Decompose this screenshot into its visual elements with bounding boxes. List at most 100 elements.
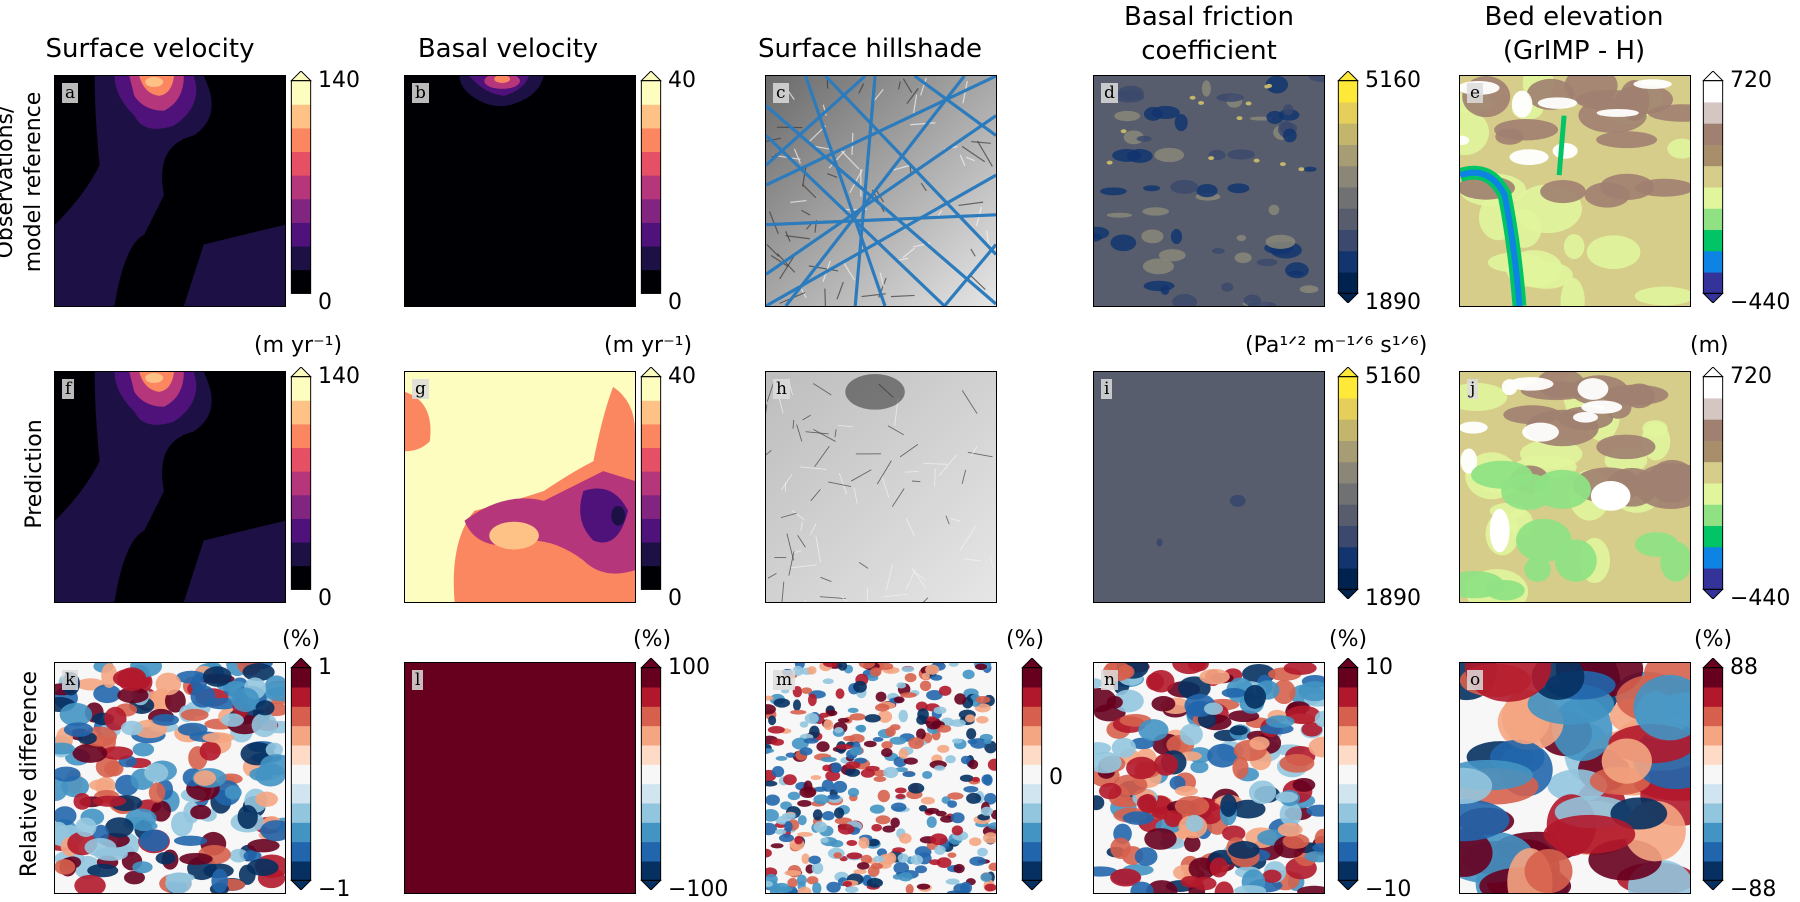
colorbar-segment — [641, 152, 660, 176]
panel-k: k — [54, 662, 286, 894]
colorbar-e — [1702, 71, 1724, 303]
panel-letter-e: e — [1467, 83, 1483, 103]
colorbar-segment — [1703, 822, 1722, 842]
colorbar-segment — [641, 495, 660, 519]
colorbar-segment — [291, 175, 310, 199]
panel-letter-l: l — [412, 670, 423, 690]
panel-l: l — [404, 662, 636, 894]
colorbar-segment — [641, 81, 660, 105]
colorbar-tick-min-l: −100 — [668, 878, 728, 902]
colorbar-segment — [1338, 784, 1357, 804]
colorbar-segment — [641, 448, 660, 472]
colorbar-tick-mid-m: 0 — [1049, 766, 1063, 790]
unit-label-j: (m) — [1690, 333, 1729, 359]
colorbar-segment — [641, 861, 660, 881]
colorbar-segment — [1022, 668, 1041, 688]
colorbar-tick-min-g: 0 — [668, 587, 682, 611]
field-image — [766, 372, 996, 602]
colorbar-segment — [641, 803, 660, 823]
colorbar-tick-min-j: −440 — [1730, 587, 1790, 611]
colorbar-segment — [641, 822, 660, 842]
panel-b: b — [404, 75, 636, 307]
colorbar-segment — [1022, 726, 1041, 746]
panel-letter-m: m — [773, 670, 795, 690]
colorbar-segment — [291, 668, 310, 688]
colorbar-segment — [641, 175, 660, 199]
panel-m: m — [765, 662, 997, 894]
colorbar-segment — [1338, 102, 1357, 124]
colorbar-segment — [1338, 706, 1357, 726]
unit-label-f: (m yr⁻¹) — [254, 333, 342, 359]
colorbar-segment — [1338, 81, 1357, 103]
panel-letter-o: o — [1467, 670, 1483, 690]
colorbar-segment — [1338, 272, 1357, 294]
colorbar-segment — [641, 199, 660, 223]
colorbar-segment — [641, 668, 660, 688]
colorbar-segment — [291, 81, 310, 105]
field-image — [405, 372, 635, 602]
colorbar-segment — [291, 377, 310, 401]
colorbar-extend-max — [1703, 71, 1722, 81]
colorbar-extend-max — [641, 367, 660, 377]
panel-letter-a: a — [62, 83, 78, 103]
colorbar-extend-max — [1338, 658, 1357, 668]
colorbar-segment — [1338, 547, 1357, 569]
colorbar-segment — [641, 784, 660, 804]
colorbar-segment — [291, 726, 310, 746]
unit-label-k: (%) — [282, 627, 320, 653]
colorbar-extend-max — [641, 71, 660, 81]
colorbar-segment — [1703, 784, 1722, 804]
colorbar-segment — [1022, 822, 1041, 842]
panel-letter-b: b — [412, 83, 429, 103]
panel-g: g — [404, 371, 636, 603]
panel-e: e — [1459, 75, 1691, 307]
colorbar-segment — [291, 471, 310, 495]
colorbar-extend-max — [291, 71, 310, 81]
colorbar-segment — [1703, 842, 1722, 862]
colorbar-segment — [1338, 440, 1357, 462]
colorbar-extend-min — [641, 880, 660, 890]
field-image — [1460, 76, 1690, 306]
colorbar-segment — [1338, 208, 1357, 230]
colorbar-segment — [291, 687, 310, 707]
panel-n: n — [1093, 662, 1325, 894]
field-image — [766, 663, 996, 893]
colorbar-segment — [1703, 81, 1722, 103]
colorbar-segment — [1022, 842, 1041, 862]
colorbar-tick-min-f: 0 — [318, 587, 332, 611]
colorbar-segment — [291, 518, 310, 542]
colorbar-segment — [1022, 706, 1041, 726]
col-title-surface-hillshade: Surface hillshade — [720, 32, 1020, 66]
colorbar-k — [290, 658, 312, 890]
colorbar-segment — [1022, 745, 1041, 765]
colorbar-tick-max-l: 100 — [668, 656, 710, 680]
colorbar-tick-max-f: 140 — [318, 365, 360, 389]
colorbar-segment — [1338, 230, 1357, 252]
colorbar-segment — [291, 566, 310, 590]
colorbar-segment — [1338, 842, 1357, 862]
colorbar-segment — [1703, 187, 1722, 209]
colorbar-segment — [641, 424, 660, 448]
col-title-bed-elevation: Bed elevation (GrIMP - H) — [1424, 0, 1724, 68]
colorbar-tick-max-j: 720 — [1730, 365, 1772, 389]
colorbar-segment — [641, 400, 660, 424]
colorbar-tick-max-e: 720 — [1730, 69, 1772, 93]
colorbar-segment — [291, 542, 310, 566]
colorbar-tick-min-i: 1890 — [1365, 587, 1421, 611]
colorbar-tick-min-e: −440 — [1730, 291, 1790, 315]
colorbar-segment — [1703, 668, 1722, 688]
field-image — [55, 76, 285, 306]
colorbar-l — [640, 658, 662, 890]
colorbar-segment — [1703, 144, 1722, 166]
colorbar-extend-max — [641, 658, 660, 668]
colorbar-segment — [1703, 272, 1722, 294]
colorbar-segment — [1022, 687, 1041, 707]
field-image — [1094, 372, 1324, 602]
colorbar-segment — [1703, 706, 1722, 726]
unit-label-i: (Pa¹ᐟ² m⁻¹ᐟ⁶ s¹ᐟ⁶) — [1245, 333, 1427, 359]
colorbar-segment — [1338, 568, 1357, 590]
colorbar-tick-min-n: −10 — [1365, 878, 1411, 902]
colorbar-segment — [1338, 668, 1357, 688]
panel-letter-i: i — [1101, 379, 1112, 399]
colorbar-segment — [1703, 568, 1722, 590]
